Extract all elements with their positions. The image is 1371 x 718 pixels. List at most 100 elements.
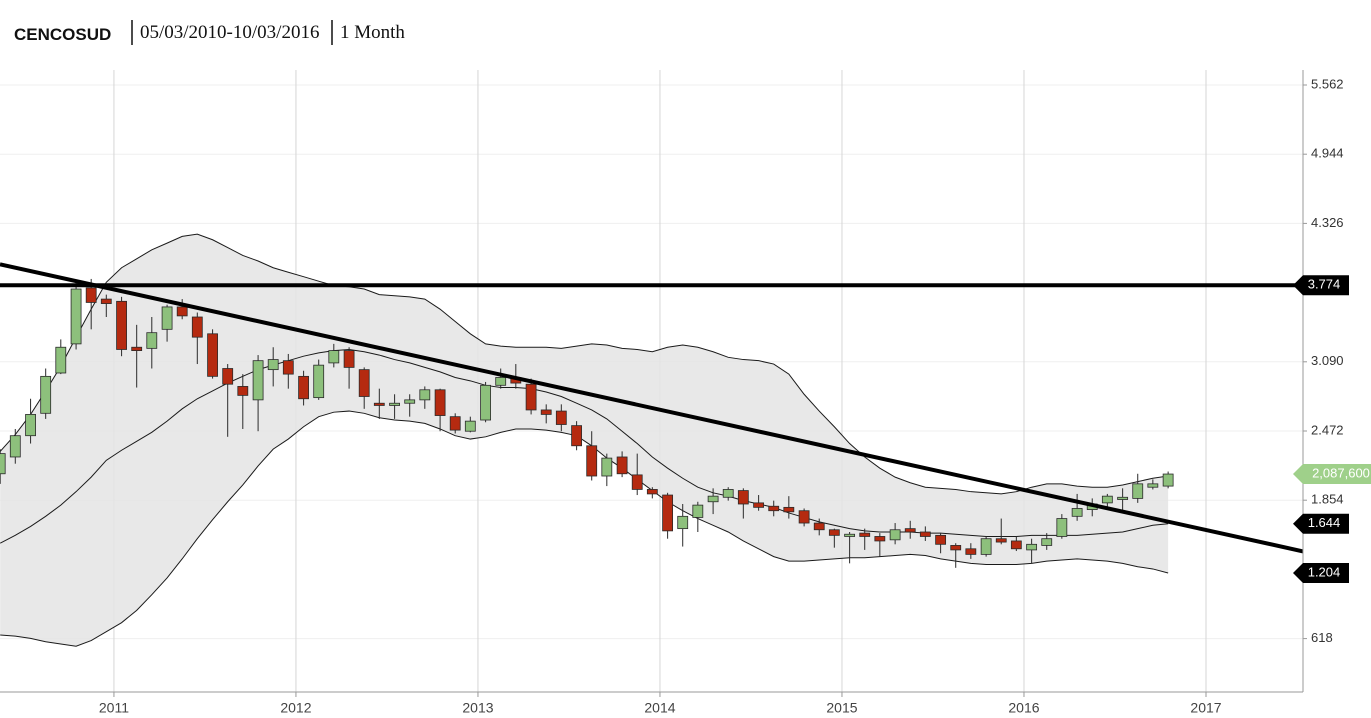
candle-body bbox=[85, 287, 97, 303]
candle-body bbox=[404, 399, 416, 404]
candle-body bbox=[70, 288, 82, 345]
interval: 1 Month bbox=[340, 22, 405, 43]
candle-body bbox=[161, 306, 173, 330]
candle-body bbox=[1147, 483, 1159, 488]
candle-body bbox=[343, 350, 355, 368]
candle-body bbox=[525, 383, 537, 411]
candle-body bbox=[282, 360, 294, 375]
candle-body bbox=[950, 545, 962, 551]
candle-body bbox=[768, 505, 780, 512]
y-tick-label: 2.472 bbox=[1311, 422, 1344, 437]
candle-body bbox=[677, 515, 689, 530]
price-tag bbox=[1293, 275, 1349, 296]
candle-body bbox=[783, 506, 795, 513]
candle-body bbox=[419, 389, 431, 401]
candle-body bbox=[813, 522, 825, 531]
candle-body bbox=[995, 538, 1007, 543]
price-tag bbox=[1293, 562, 1349, 583]
candle-body bbox=[828, 529, 840, 536]
candle-body bbox=[555, 410, 567, 425]
symbol: CENCOSUD bbox=[14, 25, 111, 44]
candle-body bbox=[237, 386, 249, 396]
y-tick-label: 4.944 bbox=[1311, 146, 1344, 161]
candle-body bbox=[373, 402, 385, 406]
axis-labels: 5.562 4.944 4.326 3.090 2.472 1.854 618 2011 201… bbox=[99, 76, 1371, 716]
candle-body bbox=[859, 532, 871, 537]
date-range: 05/03/2010-10/03/2016 bbox=[140, 22, 319, 43]
candle-body bbox=[100, 298, 112, 304]
candle-body bbox=[464, 420, 476, 432]
candle-body bbox=[9, 435, 21, 458]
candle-body bbox=[449, 416, 461, 431]
trend-line bbox=[0, 262, 1303, 554]
candle-body bbox=[1026, 543, 1038, 551]
y-tick-label: 3.090 bbox=[1311, 353, 1344, 368]
candle-body bbox=[798, 510, 810, 524]
band-line bbox=[0, 233, 1169, 495]
candle-body bbox=[1056, 518, 1068, 537]
candle-body bbox=[631, 474, 643, 490]
price-tag-label: 1.204 bbox=[1308, 564, 1341, 579]
candle-body bbox=[753, 502, 765, 508]
candle-body bbox=[889, 529, 901, 541]
candle-body bbox=[434, 389, 446, 416]
candle-body bbox=[586, 445, 598, 477]
price-tag bbox=[1293, 464, 1371, 485]
candle-body bbox=[40, 375, 52, 414]
candle-body bbox=[1010, 540, 1022, 550]
y-tick-label: 1.854 bbox=[1311, 492, 1344, 507]
candle-body bbox=[980, 538, 992, 555]
candle-body bbox=[267, 359, 279, 371]
candle-body bbox=[222, 368, 234, 385]
x-tick-label: 2013 bbox=[462, 700, 493, 716]
candle-body bbox=[298, 375, 309, 400]
candle-body bbox=[722, 489, 734, 498]
price-tag bbox=[1293, 513, 1349, 534]
candle-body bbox=[601, 457, 613, 477]
candle-body bbox=[252, 360, 264, 401]
candle-body bbox=[1041, 538, 1053, 546]
candle-body bbox=[191, 316, 203, 338]
candle-body bbox=[495, 377, 507, 386]
candle-body bbox=[0, 453, 6, 475]
band-line bbox=[0, 348, 1169, 544]
price-tag-label: 2,087,600 bbox=[1312, 465, 1370, 480]
candle-body bbox=[571, 425, 583, 447]
candle-body bbox=[328, 350, 340, 364]
candle-body bbox=[146, 332, 158, 349]
y-tick-label: 4.326 bbox=[1311, 215, 1344, 230]
candle-body bbox=[1117, 496, 1129, 500]
candle-body bbox=[737, 490, 749, 505]
candle-body bbox=[540, 409, 552, 415]
x-tick-label: 2017 bbox=[1190, 700, 1221, 716]
y-tick-label: 5.562 bbox=[1311, 76, 1344, 91]
candle-body bbox=[358, 369, 370, 397]
candle-body bbox=[480, 384, 491, 421]
candle-body bbox=[131, 346, 143, 351]
candle-body bbox=[904, 528, 916, 533]
candle-body bbox=[207, 333, 218, 377]
plot-area bbox=[0, 233, 1303, 647]
candle-body bbox=[1132, 483, 1144, 499]
candle-body bbox=[55, 346, 67, 374]
candle-body bbox=[919, 531, 931, 537]
x-tick-label: 2014 bbox=[644, 700, 675, 716]
candle-body bbox=[313, 364, 325, 399]
candle-body bbox=[965, 548, 977, 555]
candle-body bbox=[935, 534, 947, 545]
candle-body bbox=[692, 504, 704, 518]
x-tick-label: 2015 bbox=[826, 700, 857, 716]
candle-body bbox=[707, 495, 719, 503]
candle-body bbox=[25, 414, 36, 437]
y-tick-label: 618 bbox=[1311, 630, 1333, 645]
x-tick-label: 2011 bbox=[99, 700, 129, 716]
candle-body bbox=[874, 536, 886, 542]
candle-body bbox=[662, 494, 674, 532]
price-tag-label: 3.774 bbox=[1308, 277, 1341, 292]
x-tick-label: 2016 bbox=[1008, 700, 1039, 716]
candle-body bbox=[844, 533, 856, 537]
candle-body bbox=[616, 456, 628, 475]
band-line bbox=[0, 410, 1169, 647]
